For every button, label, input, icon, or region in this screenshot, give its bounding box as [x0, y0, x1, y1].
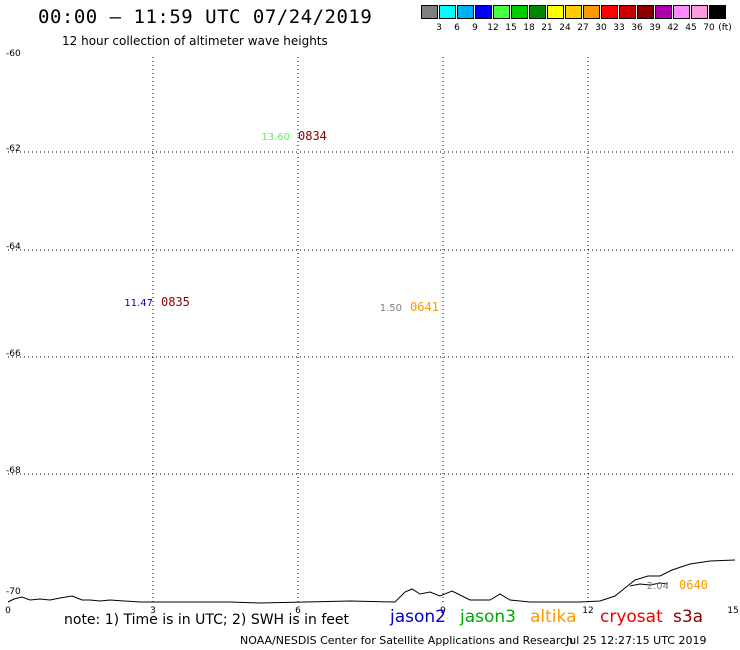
lat-label: -66	[6, 349, 21, 359]
scale-swatch	[619, 5, 636, 19]
lat-label: -64	[6, 242, 21, 252]
scale-swatch	[547, 5, 564, 19]
scale-swatch	[493, 5, 510, 19]
scale-label: 21	[541, 23, 553, 33]
coastline	[7, 559, 736, 604]
scale-swatch	[583, 5, 600, 19]
lon-label: 9	[440, 606, 446, 616]
scale-swatch	[601, 5, 618, 19]
lat-label: -68	[6, 466, 21, 476]
axis-labels: 0 3 6 9 12 15 -60 -62 -64 -66 -68 -70	[5, 49, 739, 616]
footer-timestamp: Jul 25 12:27:15 UTC 2019	[566, 634, 707, 647]
obs-time-value: 0835	[161, 295, 190, 309]
scale-label: 27	[577, 23, 589, 33]
lon-label: 12	[582, 606, 593, 616]
obs-swh-value: 11.47	[124, 298, 153, 309]
scale-swatch	[673, 5, 690, 19]
obs-swh-value: 1.50	[380, 303, 402, 314]
lon-label: 15	[727, 606, 738, 616]
satellite-cryosat: cryosat	[600, 607, 663, 627]
scale-label: 6	[454, 23, 460, 33]
obs-time-value: 0834	[298, 129, 327, 143]
footer-credit: NOAA/NESDIS Center for Satellite Applica…	[240, 634, 574, 647]
page-subtitle: 12 hour collection of altimeter wave hei…	[62, 34, 328, 48]
obs-time-value: 0640	[679, 578, 708, 592]
obs-swh-value: 2.04	[647, 581, 669, 592]
scale-swatch	[529, 5, 546, 19]
lat-label: -60	[6, 49, 21, 59]
scale-label: 45	[685, 23, 697, 33]
satellite-altika: altika	[530, 607, 577, 627]
satellite-jason2: jason2	[390, 607, 446, 627]
scale-swatch	[655, 5, 672, 19]
grid-lines	[8, 57, 733, 602]
lat-label: -70	[6, 587, 21, 597]
observation-markers: 13.60 0834 11.47 0835 1.50 0641 2.04 0640	[124, 129, 708, 592]
scale-label: 18	[523, 23, 535, 33]
scale-swatch	[475, 5, 492, 19]
lon-label: 0	[5, 606, 11, 616]
scale-swatch	[637, 5, 654, 19]
obs-swh-value: 13.60	[261, 132, 290, 143]
footer-note: note: 1) Time is in UTC; 2) SWH is in fe…	[64, 612, 350, 628]
satellite-jason3: jason3	[460, 607, 516, 627]
scale-label: 42	[667, 23, 679, 33]
satellite-s3a: s3a	[673, 607, 704, 627]
scale-label: 12	[487, 23, 499, 33]
obs-time-value: 0641	[410, 300, 439, 314]
scale-swatch	[457, 5, 474, 19]
scale-label: 36	[631, 23, 643, 33]
scale-label: 70	[703, 23, 715, 33]
scale-label: 39	[649, 23, 661, 33]
scale-label: 9	[472, 23, 478, 33]
scale-swatch	[709, 5, 726, 19]
scale-label: 3	[436, 23, 442, 33]
scale-label: (ft)	[718, 23, 732, 33]
lon-label: 6	[295, 606, 301, 616]
scale-swatch	[439, 5, 456, 19]
lon-label: 3	[150, 606, 156, 616]
scale-label: 30	[595, 23, 607, 33]
scale-label: 24	[559, 23, 571, 33]
scale-swatch	[511, 5, 528, 19]
scale-label: 15	[505, 23, 517, 33]
lat-label: -62	[6, 144, 21, 154]
scale-swatch	[691, 5, 708, 19]
coastline-path	[7, 559, 736, 604]
page-title: 00:00 – 11:59 UTC 07/24/2019	[38, 6, 373, 28]
scale-label: 33	[613, 23, 625, 33]
scale-swatch	[421, 5, 438, 19]
island-path	[629, 582, 669, 587]
scale-swatch	[565, 5, 582, 19]
